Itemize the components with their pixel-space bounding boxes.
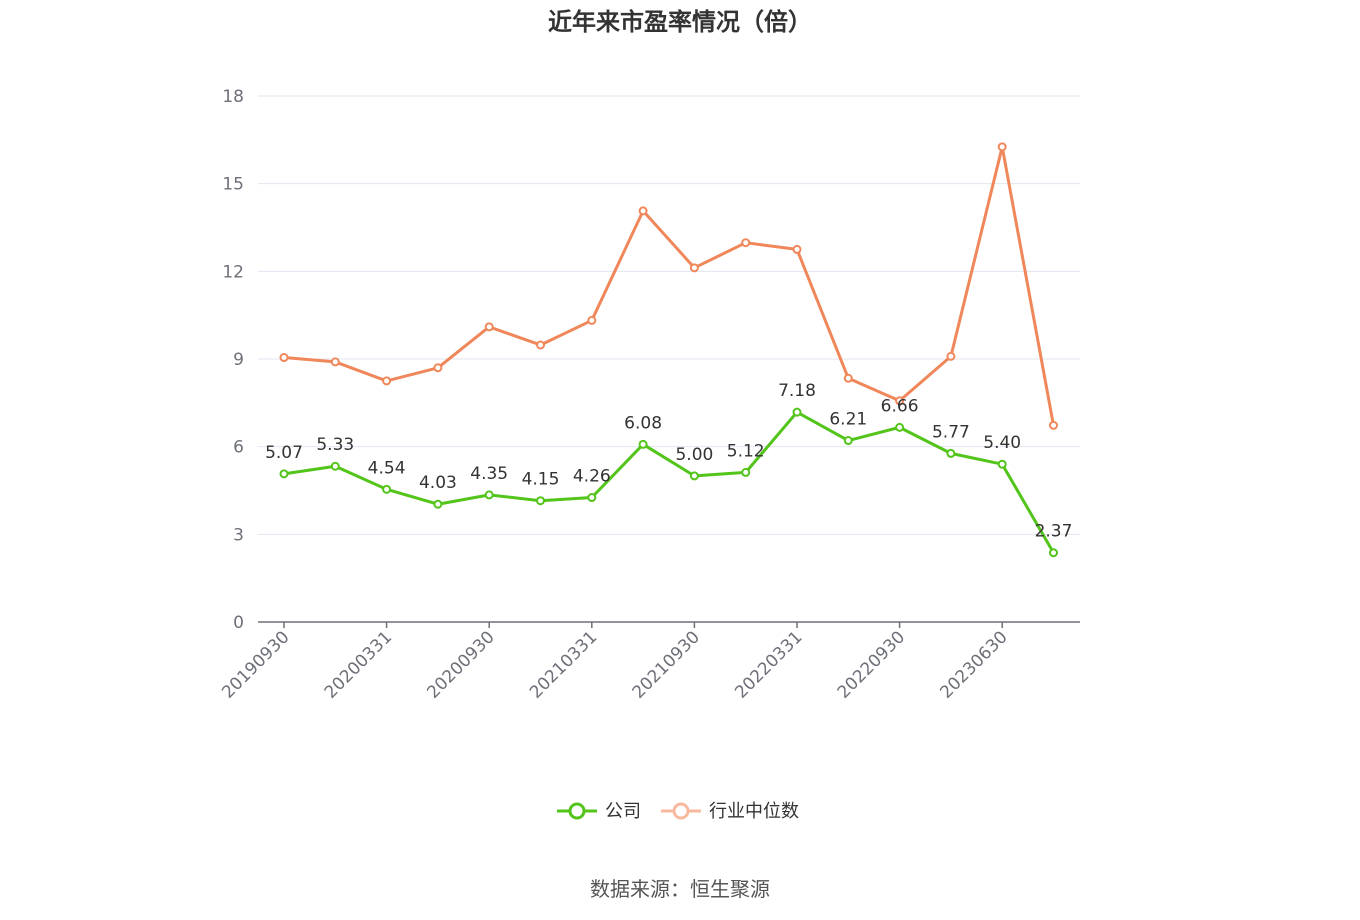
data-point[interactable] xyxy=(997,142,1007,152)
data-point[interactable] xyxy=(536,340,545,350)
data-label: 5.77 xyxy=(932,422,970,442)
legend-marker-industry-median xyxy=(672,802,690,820)
x-tick-label: 20210331 xyxy=(526,627,601,702)
data-point[interactable] xyxy=(741,238,751,248)
x-tick-label: 20220331 xyxy=(731,627,806,702)
x-tick-label: 20210930 xyxy=(629,627,704,702)
data-point[interactable] xyxy=(536,496,545,506)
data-point[interactable] xyxy=(587,315,597,325)
x-tick-label: 20200930 xyxy=(423,627,498,702)
data-labels: 5.07 5.33 4.54 4.03 4.35 4.15 4.26 6.08 5.00 5.12… xyxy=(265,381,1072,542)
x-tick-label: 20200331 xyxy=(321,627,396,702)
x-tick-label: 20190930 xyxy=(218,627,293,702)
x-axis: 20190930 20200331 20200930 20210331 20210930… xyxy=(218,621,1080,703)
data-point[interactable] xyxy=(997,459,1007,469)
data-label: 6.08 xyxy=(624,413,662,433)
y-axis: 0 3 6 9 12 15 18 xyxy=(222,87,244,633)
data-point[interactable] xyxy=(689,263,699,273)
data-label: 6.21 xyxy=(829,410,867,430)
data-label: 5.40 xyxy=(983,433,1021,453)
legend-label-industry-median: 行业中位数 xyxy=(709,801,799,822)
y-tick-label: 9 xyxy=(233,350,244,370)
legend-item-industry-median[interactable]: 行业中位数 xyxy=(661,801,799,822)
data-label: 5.12 xyxy=(727,441,765,461)
data-label: 6.66 xyxy=(881,396,919,416)
y-tick-label: 15 xyxy=(222,175,244,195)
data-point[interactable] xyxy=(1049,420,1058,430)
data-label: 5.33 xyxy=(316,435,354,455)
data-label: 7.18 xyxy=(778,381,816,401)
y-tick-label: 12 xyxy=(222,262,244,282)
data-point[interactable] xyxy=(895,396,905,406)
series-line-company xyxy=(283,410,1055,554)
series-layer xyxy=(279,142,1058,558)
legend-label-company: 公司 xyxy=(605,801,641,822)
data-label: 5.07 xyxy=(265,443,303,463)
data-point[interactable] xyxy=(330,461,340,471)
data-label: 4.35 xyxy=(470,464,508,484)
y-tick-label: 3 xyxy=(233,525,244,545)
grid-lines xyxy=(258,95,1080,535)
legend: 公司 行业中位数 xyxy=(557,801,799,822)
data-point[interactable] xyxy=(587,493,597,503)
data-point[interactable] xyxy=(843,436,853,446)
data-label: 4.26 xyxy=(573,467,611,487)
data-point[interactable] xyxy=(279,353,289,363)
data-point[interactable] xyxy=(843,373,853,383)
data-point[interactable] xyxy=(638,206,648,216)
data-point[interactable] xyxy=(792,244,802,254)
data-label: 4.54 xyxy=(368,458,406,478)
data-point[interactable] xyxy=(433,363,443,373)
data-point[interactable] xyxy=(792,407,802,417)
data-point[interactable] xyxy=(638,439,648,449)
legend-marker-company xyxy=(568,802,586,820)
data-point[interactable] xyxy=(946,351,956,361)
data-point[interactable] xyxy=(741,467,751,477)
data-label: 5.00 xyxy=(675,445,713,465)
data-point[interactable] xyxy=(433,499,443,509)
data-point[interactable] xyxy=(1049,548,1058,558)
data-point[interactable] xyxy=(382,484,392,494)
data-point[interactable] xyxy=(895,422,905,432)
chart-title: 近年来市盈率情况（倍） xyxy=(548,8,812,36)
data-label: 4.15 xyxy=(522,470,560,490)
data-label: 4.03 xyxy=(419,473,457,493)
legend-item-company[interactable]: 公司 xyxy=(557,801,641,822)
x-tick-label: 20230630 xyxy=(936,627,1011,702)
y-tick-label: 6 xyxy=(233,438,244,458)
series-line-industry-median xyxy=(283,145,1055,426)
data-point[interactable] xyxy=(279,469,289,479)
data-point[interactable] xyxy=(689,471,699,481)
data-label: 2.37 xyxy=(1035,522,1073,542)
x-tick-label: 20220930 xyxy=(834,627,909,702)
y-tick-label: 18 xyxy=(222,87,244,107)
y-tick-label: 0 xyxy=(233,613,244,633)
data-source: 数据来源：恒生聚源 xyxy=(590,877,770,901)
data-point[interactable] xyxy=(382,376,392,386)
data-point[interactable] xyxy=(946,448,956,458)
data-point[interactable] xyxy=(330,357,340,367)
data-point[interactable] xyxy=(484,490,494,500)
data-point[interactable] xyxy=(484,322,494,332)
